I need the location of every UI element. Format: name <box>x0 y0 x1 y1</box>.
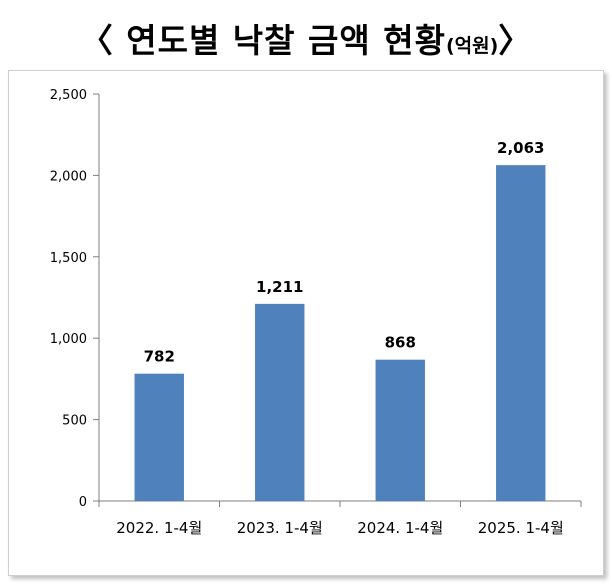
bar <box>255 303 305 501</box>
bar <box>496 165 546 501</box>
data-label: 782 <box>144 348 175 366</box>
x-tick-label: 2022. 1-4월 <box>116 519 202 537</box>
chart-title: 〈 연도별 낙찰 금액 현황(억원)〉 <box>0 14 612 62</box>
data-label: 2,063 <box>497 139 544 157</box>
data-label: 868 <box>385 334 416 352</box>
y-tick-label: 1,500 <box>50 251 87 266</box>
chart-title-close: 〉 <box>498 21 533 60</box>
y-tick-label: 0 <box>79 495 87 510</box>
chart-title-main: 〈 연도별 낙찰 금액 현황 <box>79 21 446 60</box>
chart-frame: 0 500 1,000 1,500 2,000 2,500 782 2022. 1-4월 1,2… <box>8 70 604 576</box>
x-tick-label: 2025. 1-4월 <box>478 519 564 537</box>
bar-chart: 0 500 1,000 1,500 2,000 2,500 782 2022. 1-4월 1,2… <box>50 88 582 537</box>
data-label: 1,211 <box>256 278 303 296</box>
y-tick-label: 2,000 <box>50 169 87 184</box>
bar <box>134 373 184 501</box>
bar <box>375 359 425 501</box>
y-tick-label: 2,500 <box>50 88 87 103</box>
chart-title-unit: (억원) <box>445 35 499 57</box>
y-tick-label: 1,000 <box>50 332 87 347</box>
y-tick-label: 500 <box>62 414 87 429</box>
x-tick-label: 2023. 1-4월 <box>237 519 323 537</box>
x-tick-label: 2024. 1-4월 <box>357 519 443 537</box>
